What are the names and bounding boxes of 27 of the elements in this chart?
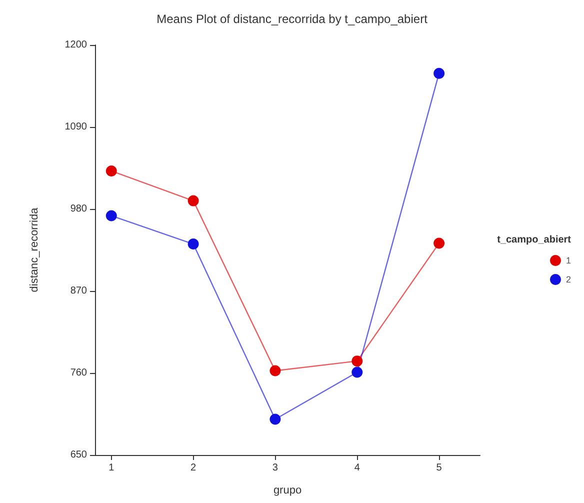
point — [434, 238, 445, 249]
x-tick-label: 5 — [436, 462, 442, 474]
y-tick-label: 1090 — [64, 122, 88, 132]
point — [434, 68, 445, 79]
legend-label: 1 — [566, 256, 572, 266]
y-tick-label: 870 — [70, 286, 88, 296]
point — [106, 210, 117, 222]
y-tick-label: 650 — [70, 450, 88, 460]
y-tick-label: 980 — [70, 204, 88, 214]
point — [188, 195, 199, 206]
y-axis-title: distanc_recorrida — [28, 206, 40, 292]
point — [270, 414, 281, 425]
point — [352, 366, 363, 378]
y-tick-label: 1200 — [64, 40, 88, 50]
point — [106, 165, 117, 176]
x-tick-label: 2 — [190, 462, 197, 474]
legend-label: 2 — [566, 274, 572, 284]
point — [270, 365, 281, 376]
x-tick-label: 1 — [108, 462, 115, 474]
x-tick-label: 3 — [272, 462, 278, 474]
chart-title: Means Plot of distanc_recorrida by t_campo_abiert — [156, 12, 428, 26]
x-axis-title: grupo — [273, 484, 302, 496]
legend-title: t_campo_abiert — [497, 234, 572, 246]
x-tick-label: 4 — [354, 462, 360, 474]
y-tick-label: 760 — [70, 368, 88, 378]
point — [188, 238, 199, 250]
point — [352, 356, 363, 367]
